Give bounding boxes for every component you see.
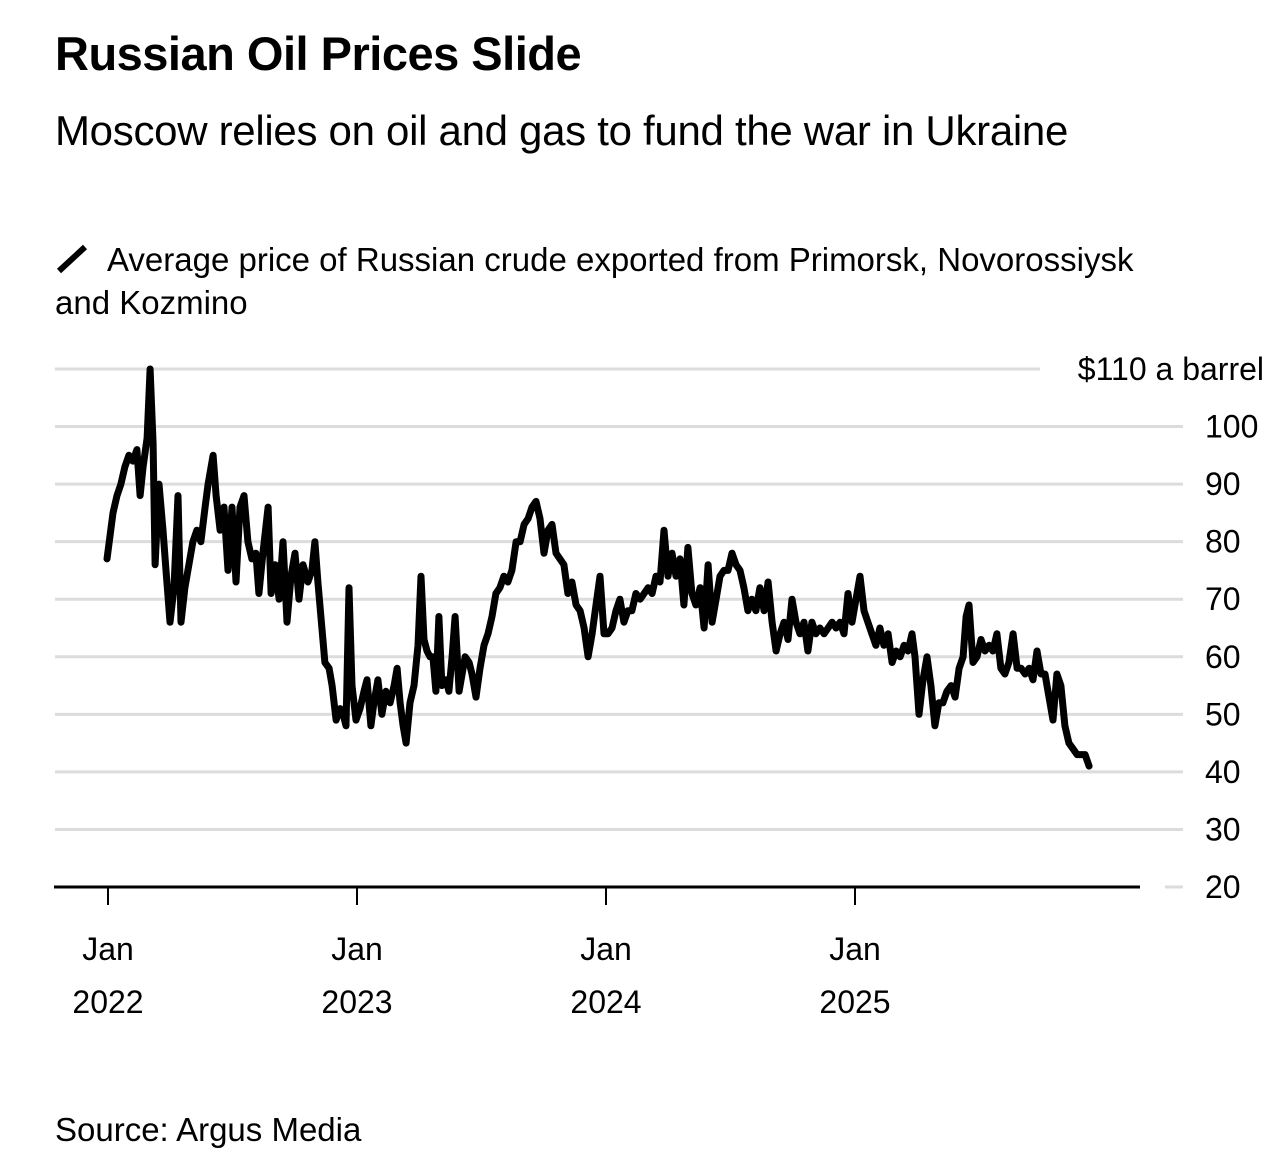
series-line (103, 365, 1093, 770)
x-tick-month: Jan (580, 931, 632, 967)
y-tick-label: 70 (1205, 581, 1241, 617)
y-tick-label: 80 (1205, 524, 1241, 560)
x-tick-month: Jan (829, 931, 881, 967)
x-tick-month: Jan (82, 931, 134, 967)
chart-title: Russian Oil Prices Slide (55, 27, 582, 80)
source-note: Source: Argus Media (55, 1111, 362, 1148)
gridlines (55, 367, 1183, 889)
legend: Average price of Russian crude exported … (55, 238, 1155, 324)
y-tick-label: 20 (1205, 869, 1241, 905)
x-axis: Jan 2022 Jan 2023 Jan 2024 Jan 2025 (54, 885, 1140, 1020)
x-tick-year: 2025 (819, 984, 890, 1020)
x-tick-year: 2023 (321, 984, 392, 1020)
line-chart: $110 a barrel 100 90 80 70 60 50 40 30 20 Jan 2022… (54, 351, 1264, 1020)
y-tick-label: 100 (1205, 409, 1258, 445)
y-axis-labels: $110 a barrel 100 90 80 70 60 50 40 30 20 (1078, 351, 1264, 905)
x-tick-month: Jan (331, 931, 383, 967)
y-tick-label: $110 a barrel (1078, 351, 1264, 387)
line-swatch-icon (56, 244, 88, 274)
series-layer (103, 365, 1093, 770)
y-tick-label: 30 (1205, 811, 1241, 847)
y-tick-label: 90 (1205, 466, 1241, 502)
y-tick-label: 40 (1205, 754, 1241, 790)
x-tick-year: 2024 (570, 984, 641, 1020)
y-tick-label: 60 (1205, 639, 1241, 675)
chart-subtitle: Moscow relies on oil and gas to fund the… (55, 107, 1069, 154)
legend-label: Average price of Russian crude exported … (55, 241, 1134, 321)
y-tick-label: 50 (1205, 696, 1241, 732)
x-tick-year: 2022 (72, 984, 143, 1020)
